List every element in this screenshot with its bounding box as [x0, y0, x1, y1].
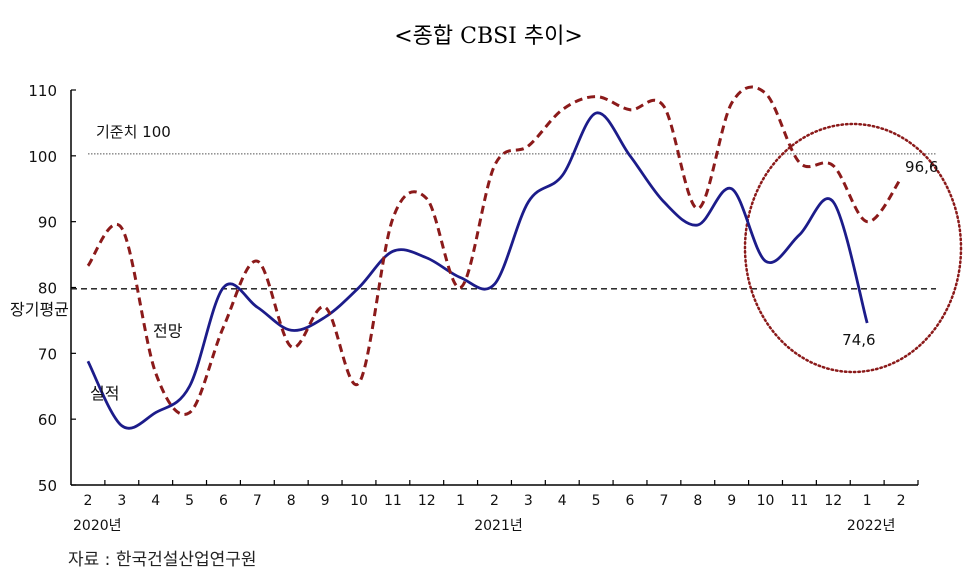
x-tick-label: 1 [863, 493, 872, 509]
actual-series-label: 실적 [90, 384, 119, 403]
x-tick-label: 12 [418, 493, 436, 509]
actual-latest-value: 74,6 [842, 331, 875, 349]
y-tick-label: 60 [38, 411, 57, 429]
x-tick-label: 11 [791, 493, 809, 509]
chart-title: <종합 CBSI 추이> [394, 24, 583, 49]
reference-lines: 기준치 100 장기평균 [10, 123, 936, 319]
x-tick-label: 3 [117, 493, 126, 509]
forecast-latest-value: 96,6 [905, 158, 938, 176]
x-tick-label: 8 [693, 493, 702, 509]
x-tick-label: 6 [219, 493, 228, 509]
series-lines [86, 85, 903, 430]
y-tick-label: 80 [38, 280, 57, 298]
highlight-circle [743, 122, 963, 374]
y-tick-label: 90 [38, 214, 57, 232]
x-tick-label: 2 [897, 493, 906, 509]
x-tick-label: 9 [321, 493, 330, 509]
year-label: 2022년 [847, 518, 896, 534]
x-tick-label: 8 [287, 493, 296, 509]
forecast-line [86, 85, 903, 416]
x-tick-label: 12 [824, 493, 842, 509]
y-tick-label: 100 [28, 148, 57, 166]
year-label: 2021년 [474, 518, 523, 534]
x-tick-label: 4 [151, 493, 160, 509]
x-tick-label: 6 [626, 493, 635, 509]
x-tick-label: 9 [727, 493, 736, 509]
x-tick-label: 2 [490, 493, 499, 509]
x-tick-label: 11 [384, 493, 402, 509]
forecast-series-label: 전망 [153, 321, 183, 340]
x-tick-label: 5 [592, 493, 601, 509]
x-tick-label: 3 [524, 493, 533, 509]
y-tick-label: 50 [38, 477, 57, 495]
x-tick-label: 2 [83, 493, 92, 509]
x-tick-label: 4 [558, 493, 567, 509]
x-tick-label: 1 [456, 493, 465, 509]
y-tick-label: 110 [28, 82, 57, 100]
baseline-label: 기준치 100 [96, 123, 171, 141]
x-tick-label: 7 [253, 493, 262, 509]
x-tick-label: 10 [350, 493, 368, 509]
x-tick-label: 7 [659, 493, 668, 509]
highlight-circle-ellipse [743, 122, 963, 374]
x-tick-label: 5 [185, 493, 194, 509]
x-tick-label: 10 [757, 493, 775, 509]
year-label: 2020년 [73, 518, 122, 534]
y-tick-label: 70 [38, 345, 57, 363]
actual-line [86, 111, 869, 430]
source-note: 자료 : 한국건설산업연구원 [68, 550, 257, 570]
long-term-average-label: 장기평균 [10, 300, 69, 319]
